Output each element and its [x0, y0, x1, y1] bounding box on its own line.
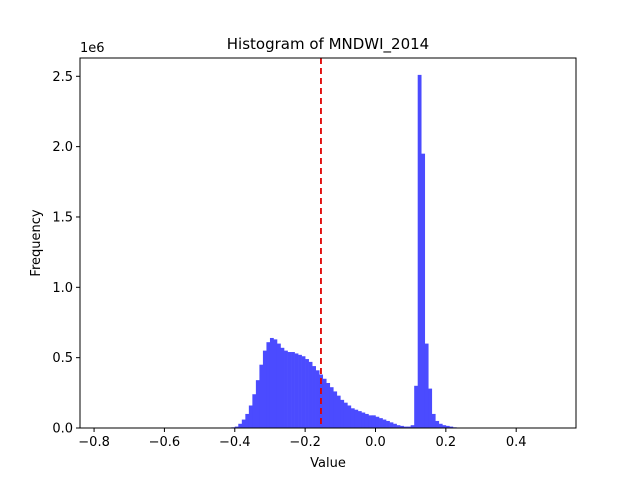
histogram-bar	[375, 416, 380, 428]
histogram-bar	[350, 408, 355, 428]
histogram-bar	[287, 352, 292, 428]
histogram-bar	[417, 74, 422, 428]
histogram-bar	[259, 364, 264, 428]
histogram-bar	[298, 354, 302, 428]
histogram-bar	[262, 350, 267, 428]
histogram-bar	[414, 385, 419, 428]
histogram-bar	[438, 423, 443, 428]
histogram-bar	[400, 425, 404, 428]
histogram-bar	[266, 342, 271, 428]
histogram-bar	[379, 418, 383, 428]
histogram-bar	[357, 411, 362, 428]
histogram-bar	[393, 423, 397, 428]
x-tick-label: −0.8	[78, 435, 110, 450]
histogram-bar	[428, 388, 433, 428]
histogram-bar	[312, 366, 316, 428]
y-tick-label: 1.0	[52, 281, 73, 296]
axes-frame	[79, 57, 577, 429]
histogram-bar	[276, 343, 281, 428]
histogram-bar	[343, 402, 348, 428]
histogram-bar	[305, 359, 309, 428]
histogram-bar	[421, 153, 426, 428]
histogram-bar	[245, 413, 250, 428]
x-tick-label: 0.2	[436, 435, 457, 450]
histogram-bar	[294, 353, 299, 428]
histogram-bar	[269, 337, 274, 428]
histogram-bar	[308, 361, 313, 428]
histogram-bar	[234, 426, 239, 428]
histogram-bar	[333, 391, 338, 428]
histogram-bar	[371, 415, 376, 428]
histogram-bar	[291, 352, 295, 428]
histogram-bar	[435, 420, 440, 428]
x-axis-ticks: −0.8 −0.6 −0.4 −0.2 0.0 0.2 0.4	[78, 428, 527, 450]
x-tick-label: 0.0	[365, 435, 386, 450]
y-tick-label: 2.5	[52, 70, 73, 85]
histogram-bar	[424, 343, 429, 428]
histogram-bar	[326, 382, 331, 428]
histogram-bar	[322, 378, 327, 428]
histogram-bar	[273, 339, 278, 428]
histogram-bar	[315, 370, 320, 428]
histogram-bar	[403, 426, 408, 428]
histogram-bar	[336, 395, 341, 428]
histogram-bar	[410, 425, 415, 428]
histogram-bar	[386, 420, 390, 428]
x-axis-label: Value	[310, 456, 346, 471]
x-tick-label: −0.2	[289, 435, 321, 450]
histogram-bar	[449, 426, 454, 428]
chart-title: Histogram of MNDWI_2014	[227, 35, 429, 54]
histogram-bar	[241, 419, 246, 428]
histogram-bar	[445, 425, 450, 428]
histogram-bar	[238, 423, 243, 428]
y-tick-label: 2.0	[52, 140, 73, 155]
y-offset-label: 1e6	[80, 41, 105, 56]
histogram-bar	[280, 347, 285, 428]
histogram-bar	[284, 350, 288, 428]
histogram-bar	[442, 425, 447, 428]
x-tick-label: −0.4	[219, 435, 251, 450]
histogram-bar	[389, 422, 394, 428]
histogram-bar	[347, 405, 352, 428]
histogram-bar	[407, 426, 411, 428]
histogram-bar	[368, 415, 373, 428]
y-axis-label: Frequency	[29, 209, 44, 276]
histogram-bar	[248, 405, 253, 428]
histogram-bar	[329, 387, 334, 428]
histogram-bars	[231, 74, 461, 428]
histogram-bar	[354, 409, 359, 428]
y-axis-ticks: 0.0 0.5 1.0 1.5 2.0 2.5	[52, 70, 80, 437]
histogram-bar	[364, 413, 369, 428]
histogram-bar	[431, 413, 436, 428]
y-tick-label: 0.0	[52, 422, 73, 437]
y-tick-label: 0.5	[52, 351, 73, 366]
histogram-bar	[382, 419, 387, 428]
histogram-bar	[361, 412, 366, 428]
histogram-bar	[301, 356, 306, 428]
x-tick-label: −0.6	[149, 435, 181, 450]
histogram-bar	[396, 425, 401, 428]
y-tick-label: 1.5	[52, 210, 73, 225]
x-tick-label: 0.4	[506, 435, 527, 450]
histogram-bar	[252, 394, 257, 428]
histogram-bar	[255, 380, 260, 428]
histogram-bar	[340, 399, 345, 428]
